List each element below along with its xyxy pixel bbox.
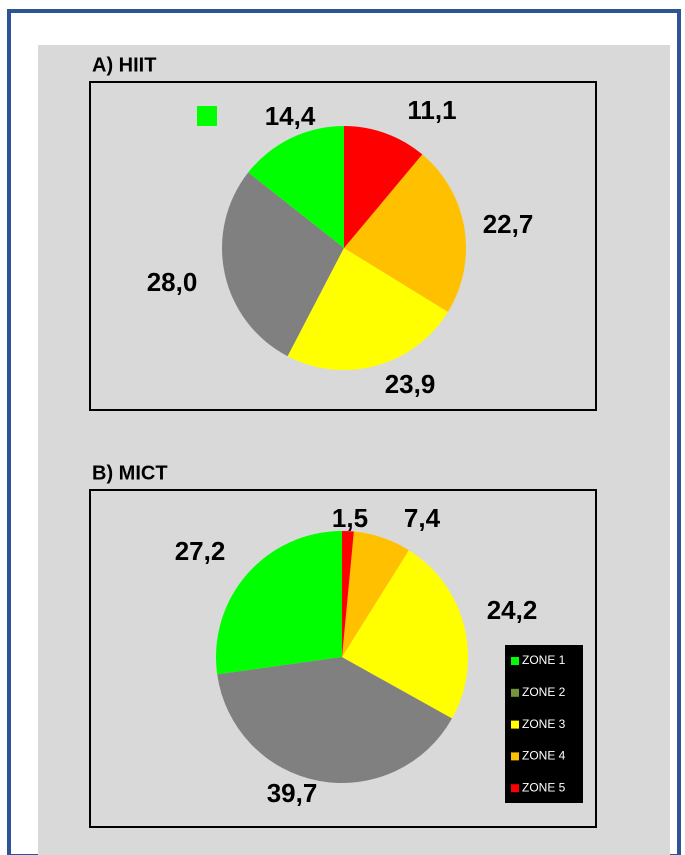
pie-slice	[248, 126, 344, 248]
data-label: 22,7	[483, 209, 534, 239]
legend-swatch	[511, 752, 519, 761]
pie-slice	[217, 657, 453, 783]
pie-slice	[342, 531, 354, 657]
pie-slice	[342, 550, 468, 719]
legend-label: ZONE 3	[522, 717, 566, 731]
pie-slice	[344, 154, 466, 312]
legend-label: ZONE 4	[522, 749, 566, 763]
legend-label: ZONE 1	[522, 653, 566, 667]
legend-swatch	[197, 106, 217, 126]
chart-title: B) MICT	[92, 462, 168, 484]
pie-slice	[342, 531, 409, 657]
plot-frame	[89, 489, 597, 828]
data-label: 24,2	[487, 595, 538, 625]
legend-swatch	[511, 720, 519, 729]
legend-swatch	[511, 784, 519, 793]
data-label: 7,4	[404, 503, 441, 533]
legend-swatch	[511, 688, 519, 697]
data-label: 11,1	[407, 95, 456, 125]
pie-slice	[344, 126, 423, 248]
data-label: 39,7	[267, 778, 318, 808]
data-label: 27,2	[175, 536, 226, 566]
plot-frame	[89, 81, 597, 411]
data-label: 23,9	[385, 369, 436, 399]
data-label: 28,0	[147, 267, 198, 297]
pie-slice	[287, 248, 448, 370]
data-label: 14,4	[265, 101, 316, 131]
chart-title: A) HIIT	[92, 54, 156, 76]
pie-slice	[216, 531, 342, 675]
legend-swatch	[511, 657, 519, 665]
data-label: 1,5	[332, 503, 368, 533]
legend-label: ZONE 2	[522, 685, 566, 699]
legend-label: ZONE 5	[522, 780, 566, 794]
pie-slice	[221, 172, 344, 357]
